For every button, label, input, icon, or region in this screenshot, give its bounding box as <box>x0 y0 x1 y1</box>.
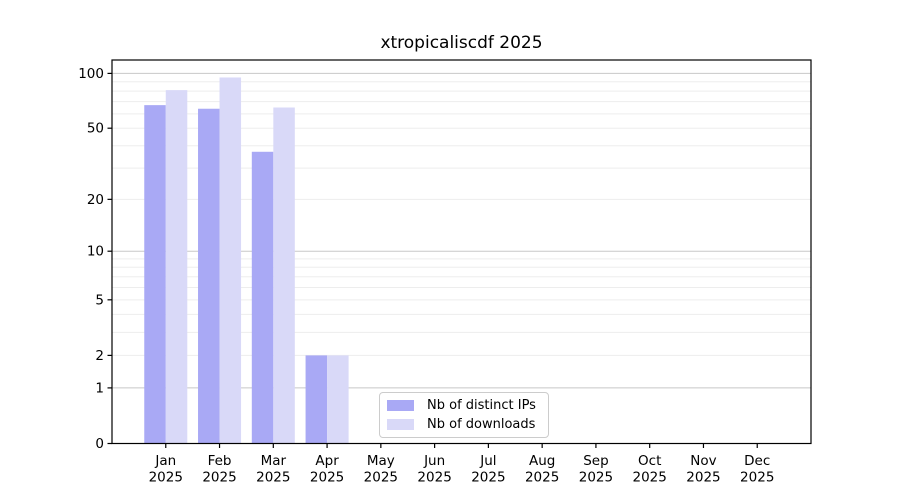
x-tick-label-year-apr: 2025 <box>310 470 344 486</box>
x-tick-label-month-oct: Oct <box>638 453 661 469</box>
y-tick-label-5: 5 <box>95 292 104 308</box>
x-tick-label-month-jul: Jul <box>479 453 496 469</box>
chart-title: xtropicaliscdf 2025 <box>380 33 543 53</box>
x-tick-label-year-aug: 2025 <box>525 470 559 486</box>
y-tick-label-2: 2 <box>95 348 104 364</box>
x-tick-label-month-apr: Apr <box>315 453 339 469</box>
x-tick-label-month-aug: Aug <box>529 453 555 469</box>
legend-item-distinct-ips: Nb of distinct IPs <box>387 398 536 413</box>
bar-jan-distinct-ips <box>144 105 166 444</box>
x-tick-label-month-jun: Jun <box>423 453 445 469</box>
bar-apr-distinct-ips <box>305 355 328 444</box>
x-tick-label-year-dec: 2025 <box>740 470 774 486</box>
legend-label-distinct-ips: Nb of distinct IPs <box>427 398 536 413</box>
x-tick-label-year-may: 2025 <box>364 470 398 486</box>
legend: Nb of distinct IPs Nb of downloads <box>379 392 549 438</box>
x-tick-label-year-nov: 2025 <box>686 470 720 486</box>
legend-swatch-downloads <box>387 419 414 430</box>
bar-mar-downloads <box>273 107 295 444</box>
legend-swatch-distinct-ips <box>387 400 414 411</box>
x-tick-label-month-jan: Jan <box>154 453 176 469</box>
y-tick-label-50: 50 <box>87 121 104 137</box>
bar-feb-distinct-ips <box>198 108 220 444</box>
x-tick-label-year-sep: 2025 <box>579 470 613 486</box>
bar-jan-downloads <box>165 90 188 444</box>
x-tick-label-year-mar: 2025 <box>256 470 290 486</box>
x-tick-label-year-jan: 2025 <box>149 470 183 486</box>
x-tick-label-month-sep: Sep <box>583 453 608 469</box>
legend-label-downloads: Nb of downloads <box>427 417 536 432</box>
bar-apr-downloads <box>327 355 349 444</box>
x-tick-label-month-nov: Nov <box>690 453 716 469</box>
x-tick-label-month-feb: Feb <box>208 453 232 469</box>
legend-item-downloads: Nb of downloads <box>387 417 536 432</box>
y-tick-label-100: 100 <box>78 66 104 82</box>
x-tick-label-year-oct: 2025 <box>633 470 667 486</box>
x-tick-label-month-dec: Dec <box>744 453 770 469</box>
bar-mar-distinct-ips <box>251 151 274 444</box>
x-tick-label-year-feb: 2025 <box>202 470 236 486</box>
x-tick-label-month-mar: Mar <box>261 453 287 469</box>
y-tick-label-20: 20 <box>87 192 104 208</box>
y-tick-label-10: 10 <box>87 244 104 260</box>
bar-feb-downloads <box>219 77 242 444</box>
y-tick-label-1: 1 <box>95 380 104 396</box>
x-tick-label-year-jul: 2025 <box>471 470 505 486</box>
y-tick-label-0: 0 <box>95 436 104 452</box>
x-tick-label-month-may: May <box>367 453 395 469</box>
x-tick-label-year-jun: 2025 <box>417 470 451 486</box>
